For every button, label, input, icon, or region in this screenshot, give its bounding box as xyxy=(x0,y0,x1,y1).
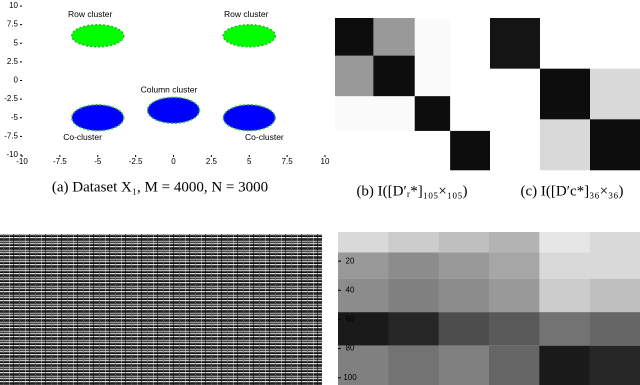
y-tick-label: -5 xyxy=(11,113,19,122)
cluster xyxy=(71,104,125,132)
block xyxy=(373,55,416,97)
cluster-points xyxy=(222,104,276,132)
cluster xyxy=(71,24,125,48)
y-tick-label: -2.5 xyxy=(4,94,18,103)
cluster xyxy=(222,24,276,48)
heat-cell xyxy=(438,312,490,346)
x-tick-label: 2.5 xyxy=(206,157,218,166)
heat-cell xyxy=(539,312,590,346)
x-tick-label: 0 xyxy=(171,157,176,166)
x-tick-label: 5 xyxy=(247,157,252,166)
heat-cell xyxy=(438,232,490,253)
y-tick-label: 5 xyxy=(14,38,19,47)
annotation: Row cluster xyxy=(68,9,113,19)
heat-cell xyxy=(489,312,540,346)
annotation: Column cluster xyxy=(141,84,198,94)
heat-cell xyxy=(438,278,490,313)
block xyxy=(450,130,491,171)
block xyxy=(373,130,416,171)
heat-cell xyxy=(489,345,540,385)
cluster-points xyxy=(146,96,201,125)
block xyxy=(335,130,374,171)
y-tick-label: 7.5 xyxy=(7,20,19,29)
cluster-points xyxy=(222,24,276,48)
y-tick-label: 20 xyxy=(346,256,355,265)
heat-cell xyxy=(489,252,540,279)
y-tick-label: 0 xyxy=(14,76,19,85)
heat-cell xyxy=(438,252,490,279)
x-tick-label: 7.5 xyxy=(282,157,294,166)
x-tick-label: 10 xyxy=(321,157,330,166)
annotation: Row cluster xyxy=(224,9,269,19)
y-tick-label: 80 xyxy=(346,344,355,353)
heat-cell xyxy=(589,232,640,253)
block xyxy=(590,119,640,171)
x-tick-label: -7.5 xyxy=(53,157,67,166)
block xyxy=(414,55,451,97)
block xyxy=(590,68,640,120)
heat-cell xyxy=(338,232,389,253)
x-tick-label: -5 xyxy=(94,157,102,166)
heat-cell xyxy=(338,345,389,385)
block xyxy=(490,68,541,120)
annotation: Co-cluster xyxy=(63,132,102,142)
block xyxy=(540,119,591,171)
heat-cell xyxy=(539,278,590,313)
heat-cell xyxy=(388,232,439,253)
heat-cell xyxy=(539,232,590,253)
caption: (b) I([D′ᵣ*]₁₀₅×₁₀₅) xyxy=(356,183,467,199)
y-tick-label: -10 xyxy=(6,150,18,159)
x-tick-label: -2.5 xyxy=(129,157,143,166)
heat-cell xyxy=(438,345,490,385)
x-tick-label: -10 xyxy=(16,157,28,166)
block xyxy=(450,96,491,132)
cluster xyxy=(222,104,276,132)
block xyxy=(373,96,416,132)
block xyxy=(373,18,416,56)
caption: (c) I([D′c*]₃₆×₃₆) xyxy=(520,183,623,199)
block xyxy=(414,130,451,171)
block xyxy=(540,18,591,69)
heat-cell xyxy=(589,312,640,346)
heat-cell xyxy=(388,252,439,279)
y-tick-label: -7.5 xyxy=(4,131,18,140)
heat-cell xyxy=(338,278,389,313)
y-tick-label: 40 xyxy=(346,285,355,294)
heat-cell xyxy=(388,345,439,385)
caption: (a) Dataset X₁, M = 4000, N = 3000 xyxy=(52,179,268,195)
cluster-points xyxy=(71,104,125,132)
heat-cell xyxy=(589,278,640,313)
heat-cell xyxy=(338,252,389,279)
y-tick-label: 2.5 xyxy=(7,57,19,66)
block xyxy=(414,18,451,56)
block xyxy=(450,18,491,56)
block xyxy=(335,18,374,56)
heat-cell xyxy=(539,345,590,385)
heat-cell xyxy=(589,252,640,279)
block xyxy=(490,18,541,69)
heat-cell xyxy=(589,345,640,385)
cluster-points xyxy=(71,24,125,48)
heat-cell xyxy=(489,278,540,313)
block xyxy=(540,68,591,120)
block xyxy=(335,55,374,97)
y-tick-label: 60 xyxy=(346,315,355,324)
block xyxy=(335,96,374,132)
cluster xyxy=(146,96,201,125)
block xyxy=(414,96,451,132)
annotation: Co-cluster xyxy=(245,132,284,142)
block xyxy=(590,18,640,69)
heat-cell xyxy=(539,252,590,279)
heat-cell xyxy=(338,312,389,346)
block xyxy=(490,119,541,171)
block xyxy=(450,55,491,97)
y-tick-label: 10 xyxy=(9,1,18,10)
y-tick-label: 100 xyxy=(343,373,357,382)
heat-cell xyxy=(489,232,540,253)
noise-image xyxy=(0,234,322,385)
heat-cell xyxy=(388,278,439,313)
heat-cell xyxy=(388,312,439,346)
